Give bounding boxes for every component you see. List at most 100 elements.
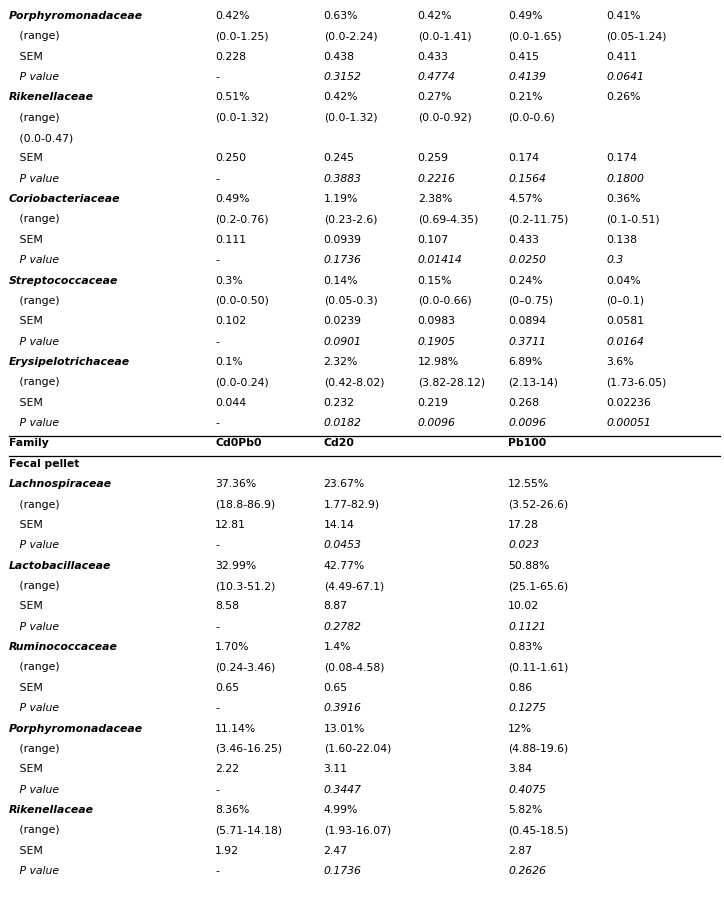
Text: (3.46-16.25): (3.46-16.25) xyxy=(215,744,282,754)
Text: 8.58: 8.58 xyxy=(215,601,239,612)
Text: 3.11: 3.11 xyxy=(324,764,348,775)
Text: SEM: SEM xyxy=(9,235,43,245)
Text: 0.49%: 0.49% xyxy=(215,195,250,205)
Text: Family: Family xyxy=(9,438,49,449)
Text: (0.24-3.46): (0.24-3.46) xyxy=(215,662,275,672)
Text: Streptococcaceae: Streptococcaceae xyxy=(9,275,118,286)
Text: 0.228: 0.228 xyxy=(215,52,246,62)
Text: 0.415: 0.415 xyxy=(508,52,539,62)
Text: 8.87: 8.87 xyxy=(324,601,348,612)
Text: SEM: SEM xyxy=(9,398,43,408)
Text: -: - xyxy=(215,785,219,795)
Text: Porphyromonadaceae: Porphyromonadaceae xyxy=(9,724,143,734)
Text: 12%: 12% xyxy=(508,724,532,734)
Text: (range): (range) xyxy=(9,296,59,306)
Text: 0.2626: 0.2626 xyxy=(508,866,546,876)
Text: 0.044: 0.044 xyxy=(215,398,246,408)
Text: 2.47: 2.47 xyxy=(324,845,348,856)
Text: (1.60-22.04): (1.60-22.04) xyxy=(324,744,391,754)
Text: Porphyromonadaceae: Porphyromonadaceae xyxy=(9,11,143,21)
Text: SEM: SEM xyxy=(9,153,43,164)
Text: (range): (range) xyxy=(9,112,59,123)
Text: 0.41%: 0.41% xyxy=(606,11,641,21)
Text: 12.55%: 12.55% xyxy=(508,480,550,490)
Text: 0.0096: 0.0096 xyxy=(508,418,546,428)
Text: SEM: SEM xyxy=(9,316,43,327)
Text: 0.63%: 0.63% xyxy=(324,11,358,21)
Text: 0.24%: 0.24% xyxy=(508,275,543,286)
Text: 0.438: 0.438 xyxy=(324,52,355,62)
Text: -: - xyxy=(215,866,219,876)
Text: 0.232: 0.232 xyxy=(324,398,355,408)
Text: 0.3916: 0.3916 xyxy=(324,703,361,713)
Text: 0.0901: 0.0901 xyxy=(324,337,361,347)
Text: 1.19%: 1.19% xyxy=(324,195,358,205)
Text: 0.15%: 0.15% xyxy=(418,275,452,286)
Text: (range): (range) xyxy=(9,214,59,224)
Text: 0.0983: 0.0983 xyxy=(418,316,455,327)
Text: 0.4139: 0.4139 xyxy=(508,72,546,82)
Text: Rikenellaceae: Rikenellaceae xyxy=(9,92,93,102)
Text: 4.99%: 4.99% xyxy=(324,805,358,815)
Text: (2.13-14): (2.13-14) xyxy=(508,377,558,387)
Text: 0.2216: 0.2216 xyxy=(418,174,455,184)
Text: Lactobacillaceae: Lactobacillaceae xyxy=(9,560,111,571)
Text: (0.0-0.47): (0.0-0.47) xyxy=(9,133,73,143)
Text: SEM: SEM xyxy=(9,845,43,856)
Text: 32.99%: 32.99% xyxy=(215,560,256,571)
Text: (25.1-65.6): (25.1-65.6) xyxy=(508,581,568,591)
Text: (0.0-1.32): (0.0-1.32) xyxy=(215,112,269,123)
Text: 0.27%: 0.27% xyxy=(418,92,452,102)
Text: 17.28: 17.28 xyxy=(508,519,539,530)
Text: 0.42%: 0.42% xyxy=(324,92,358,102)
Text: 2.32%: 2.32% xyxy=(324,357,358,367)
Text: (0.0-0.6): (0.0-0.6) xyxy=(508,112,555,123)
Text: 0.3711: 0.3711 xyxy=(508,337,546,347)
Text: -: - xyxy=(215,72,219,82)
Text: 8.36%: 8.36% xyxy=(215,805,249,815)
Text: (0.05-0.3): (0.05-0.3) xyxy=(324,296,377,306)
Text: (range): (range) xyxy=(9,581,59,591)
Text: 0.107: 0.107 xyxy=(418,235,449,245)
Text: 6.89%: 6.89% xyxy=(508,357,542,367)
Text: P value: P value xyxy=(9,418,59,428)
Text: (0.0-0.66): (0.0-0.66) xyxy=(418,296,471,306)
Text: (range): (range) xyxy=(9,744,59,754)
Text: 0.111: 0.111 xyxy=(215,235,246,245)
Text: 0.14%: 0.14% xyxy=(324,275,358,286)
Text: 11.14%: 11.14% xyxy=(215,724,256,734)
Text: -: - xyxy=(215,540,219,550)
Text: 0.3447: 0.3447 xyxy=(324,785,361,795)
Text: 0.1275: 0.1275 xyxy=(508,703,546,713)
Text: (0.0-1.32): (0.0-1.32) xyxy=(324,112,377,123)
Text: 0.3152: 0.3152 xyxy=(324,72,361,82)
Text: 0.4075: 0.4075 xyxy=(508,785,546,795)
Text: 23.67%: 23.67% xyxy=(324,480,365,490)
Text: 0.3%: 0.3% xyxy=(215,275,243,286)
Text: (0.0-0.24): (0.0-0.24) xyxy=(215,377,269,387)
Text: 0.4774: 0.4774 xyxy=(418,72,455,82)
Text: (4.88-19.6): (4.88-19.6) xyxy=(508,744,568,754)
Text: 2.87: 2.87 xyxy=(508,845,532,856)
Text: 2.22: 2.22 xyxy=(215,764,239,775)
Text: 0.0250: 0.0250 xyxy=(508,255,546,265)
Text: 0.1121: 0.1121 xyxy=(508,622,546,632)
Text: 0.83%: 0.83% xyxy=(508,643,543,653)
Text: 0.04%: 0.04% xyxy=(606,275,641,286)
Text: (0–0.75): (0–0.75) xyxy=(508,296,553,306)
Text: P value: P value xyxy=(9,72,59,82)
Text: 1.70%: 1.70% xyxy=(215,643,250,653)
Text: 10.02: 10.02 xyxy=(508,601,539,612)
Text: 3.84: 3.84 xyxy=(508,764,532,775)
Text: SEM: SEM xyxy=(9,764,43,775)
Text: SEM: SEM xyxy=(9,52,43,62)
Text: 0.0939: 0.0939 xyxy=(324,235,361,245)
Text: (0.1-0.51): (0.1-0.51) xyxy=(606,214,660,224)
Text: 0.0239: 0.0239 xyxy=(324,316,361,327)
Text: 0.250: 0.250 xyxy=(215,153,246,164)
Text: 0.2782: 0.2782 xyxy=(324,622,361,632)
Text: 0.0182: 0.0182 xyxy=(324,418,361,428)
Text: 0.1800: 0.1800 xyxy=(606,174,644,184)
Text: 0.02236: 0.02236 xyxy=(606,398,651,408)
Text: 0.0641: 0.0641 xyxy=(606,72,644,82)
